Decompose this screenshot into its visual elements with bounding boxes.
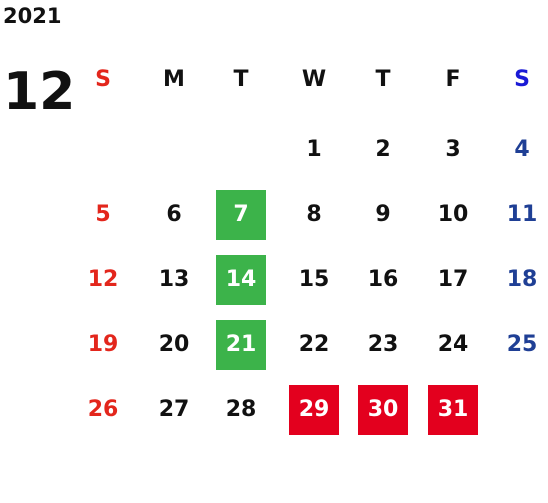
highlighted-day: 14 xyxy=(216,255,266,305)
day: 3 xyxy=(445,137,461,162)
day: 25 xyxy=(506,332,538,357)
day: 22 xyxy=(298,332,330,357)
day: 19 xyxy=(87,332,119,357)
day: 18 xyxy=(506,267,538,292)
highlighted-day: 7 xyxy=(216,190,266,240)
day: 15 xyxy=(298,267,330,292)
day: 13 xyxy=(158,267,190,292)
day: 23 xyxy=(367,332,399,357)
weekday-label: S xyxy=(514,67,530,92)
highlighted-day: 29 xyxy=(289,385,339,435)
day: 11 xyxy=(506,202,538,227)
day: 26 xyxy=(87,397,119,422)
day: 9 xyxy=(375,202,391,227)
day: 10 xyxy=(437,202,469,227)
day: 2 xyxy=(375,137,391,162)
day: 4 xyxy=(514,137,530,162)
month: 12 xyxy=(3,62,76,122)
day: 27 xyxy=(158,397,190,422)
day: 1 xyxy=(306,137,322,162)
day: 16 xyxy=(367,267,399,292)
day: 8 xyxy=(306,202,322,227)
highlighted-day: 21 xyxy=(216,320,266,370)
day: 24 xyxy=(437,332,469,357)
day: 28 xyxy=(225,397,257,422)
day: 6 xyxy=(166,202,182,227)
weekday-label: W xyxy=(301,67,327,92)
highlighted-day: 31 xyxy=(428,385,478,435)
day: 5 xyxy=(95,202,111,227)
day: 20 xyxy=(158,332,190,357)
highlighted-day: 30 xyxy=(358,385,408,435)
weekday-label: T xyxy=(375,67,391,92)
weekday-label: S xyxy=(95,67,111,92)
weekday-label: T xyxy=(233,67,249,92)
weekday-label: M xyxy=(163,67,185,92)
day: 12 xyxy=(87,267,119,292)
weekday-label: F xyxy=(445,67,461,92)
year: 2021 xyxy=(3,4,62,28)
day: 17 xyxy=(437,267,469,292)
